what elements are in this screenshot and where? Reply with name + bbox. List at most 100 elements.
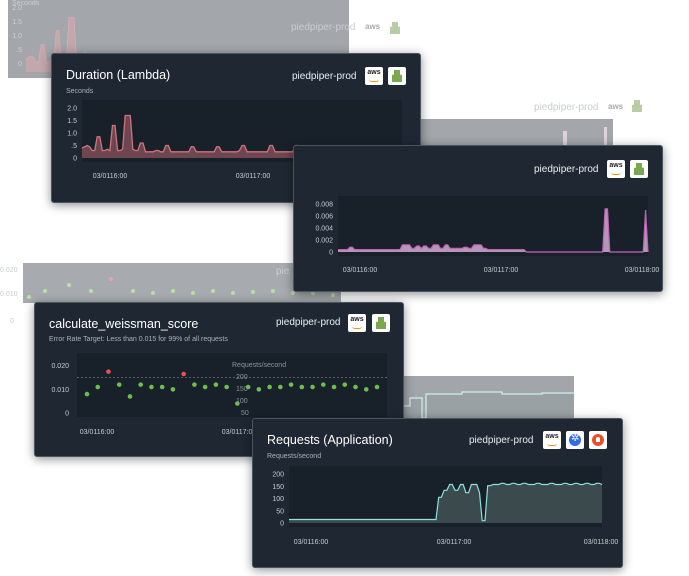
data-point — [331, 384, 337, 390]
data-point — [224, 384, 229, 390]
ghost-requests-chart — [402, 391, 574, 420]
x-tick-label: 03/0118:00 — [625, 267, 660, 274]
card-title: Requests (Application) — [267, 433, 393, 447]
ghost-lambda-icon — [390, 22, 400, 34]
data-point — [159, 384, 165, 390]
ghost-data-point — [171, 289, 175, 293]
ghost-brand: piedpiper-prod — [534, 102, 599, 113]
y-tick-label: 0 — [65, 411, 69, 418]
ghost-ytick: .5 — [16, 47, 22, 54]
aws-icon: aws — [607, 160, 625, 178]
y-tick-label: .5 — [71, 143, 77, 150]
account-label: piedpiper-prod — [534, 164, 599, 175]
ghost-aws-icon: aws — [608, 102, 624, 111]
peek-ytick: 50 — [241, 410, 249, 417]
aws-icon: aws — [543, 431, 561, 449]
data-point — [106, 369, 111, 374]
x-tick-label: 03/0116:00 — [80, 429, 115, 436]
kubernetes-icon — [566, 431, 584, 449]
x-tick-label: 03/0117:00 — [236, 173, 271, 180]
data-point — [256, 387, 262, 392]
y-tick-label: 0 — [280, 521, 284, 528]
ghost-data-point — [131, 289, 135, 293]
y-tick-label: 1.0 — [67, 131, 77, 138]
x-tick-label: 03/0117:00 — [222, 429, 257, 436]
ghost-ytick: 0 — [10, 318, 14, 325]
ghost-brand: piedpiper-prod — [291, 22, 356, 33]
plot-area — [338, 196, 648, 256]
ghost-data-point — [89, 289, 93, 293]
requests-card[interactable]: Requests (Application) piedpiper-prod aw… — [252, 418, 623, 568]
card-title: Duration (Lambda) — [66, 68, 171, 82]
ghost-data-point — [109, 277, 113, 281]
account-label: piedpiper-prod — [469, 435, 534, 446]
data-point — [235, 401, 240, 406]
ghost-lambda-icon — [632, 100, 642, 112]
errors-chart[interactable]: 0.008 0.006 0.004 0.002 0 03/0116:00 03/0117:0… — [294, 146, 662, 291]
ghost-requests-panel — [402, 376, 574, 420]
x-tick-label: 03/0116:00 — [343, 267, 378, 274]
data-point — [213, 382, 219, 387]
ghost-ytick: 0 — [18, 61, 22, 68]
y-tick-label: 0.020 — [51, 363, 69, 370]
data-point — [127, 394, 133, 399]
series-line — [289, 482, 603, 522]
ghost-series-area — [402, 392, 574, 420]
ghost-weissman-yaxis: 0.020 0.010 0 — [0, 263, 22, 333]
ghost-series-line — [402, 391, 574, 419]
y-tick-label: 0 — [329, 250, 333, 257]
data-point — [149, 384, 154, 390]
data-point — [267, 384, 272, 390]
ghost-data-point — [151, 291, 155, 295]
peek-ytick: 150 — [236, 386, 248, 393]
data-point — [288, 382, 294, 387]
y-tick-label: 2.0 — [67, 106, 77, 113]
ghost-ytick: 0.010 — [0, 291, 18, 298]
ghost-weissman-panel — [23, 263, 341, 303]
y-tick-label: 1.5 — [67, 118, 77, 125]
peek-ytick: 100 — [236, 398, 248, 405]
requests-peek: Requests/second 200 150 100 50 — [232, 362, 402, 442]
ghost-weissman-chart — [27, 277, 335, 299]
y-tick-label: 150 — [272, 484, 284, 491]
series-area — [289, 483, 602, 523]
data-point — [278, 384, 283, 390]
ghost-data-point — [231, 291, 235, 295]
x-tick-label: 03/0117:00 — [484, 267, 519, 274]
x-tick-label: 03/0118:00 — [584, 539, 619, 546]
errors-card[interactable]: piedpiper-prod aws 0.008 0.006 0.004 0.002 0… — [293, 145, 663, 292]
aws-icon: aws — [348, 314, 366, 332]
weissman-chart[interactable]: 0.020 0.010 0 03/0116:00 03/0117:00 — [35, 303, 403, 456]
data-point — [202, 384, 208, 390]
y-tick-label: 100 — [272, 496, 284, 503]
weissman-card[interactable]: calculate_weissman_score piedpiper-prod … — [34, 302, 404, 457]
y-tick-label: 0.006 — [315, 214, 333, 221]
data-point — [299, 384, 305, 390]
ghost-data-point — [67, 283, 71, 287]
ghost-data-point — [211, 289, 215, 293]
plot-area — [77, 353, 387, 417]
x-tick-label: 03/0116:00 — [294, 539, 329, 546]
ghost-data-point — [191, 291, 195, 295]
data-point — [138, 382, 144, 387]
y-tick-label: 0.008 — [315, 202, 333, 209]
ghost-errors-chart — [563, 127, 607, 153]
data-point — [342, 382, 348, 387]
data-point — [116, 382, 122, 387]
peek-ytick: 200 — [236, 374, 248, 381]
y-tick-label: 50 — [276, 508, 284, 515]
unit-label: Requests/second — [267, 453, 322, 460]
y-tick-label: 0.002 — [315, 238, 333, 245]
data-point — [310, 384, 315, 390]
aws-icon: aws — [365, 67, 383, 85]
ghost-data-point — [311, 291, 315, 295]
data-point — [95, 384, 101, 390]
y-tick-label: 0 — [73, 156, 77, 163]
ghost-data-point — [331, 293, 335, 297]
series-line — [338, 208, 649, 253]
requests-chart[interactable]: 200 150 100 50 0 03/0116:00 03/0117:00 03/0118:… — [253, 419, 622, 567]
ghost-unit-label: Seconds — [12, 0, 40, 7]
unit-label: Seconds — [66, 88, 94, 95]
account-label: piedpiper-prod — [292, 71, 357, 82]
y-tick-label: 200 — [272, 472, 284, 479]
